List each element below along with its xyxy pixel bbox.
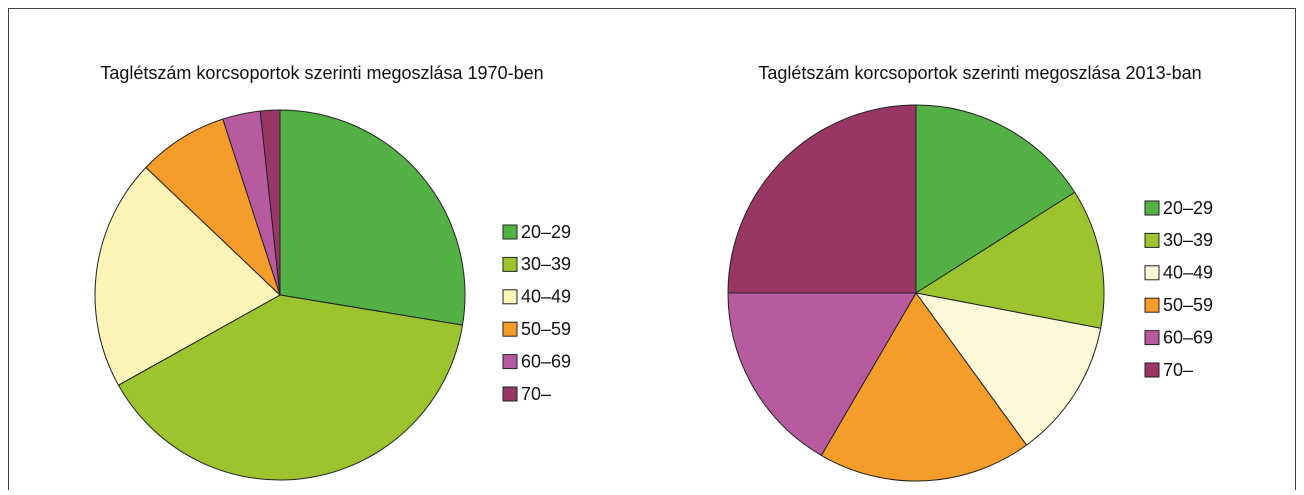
legend-label: 50–59 <box>1163 295 1213 315</box>
legend-swatch <box>1144 330 1160 346</box>
legend-swatch <box>502 224 518 240</box>
legend-label: 40–49 <box>1163 263 1213 283</box>
pie-slice <box>915 104 1076 294</box>
legend-label: 20–29 <box>521 222 571 242</box>
pie-slice <box>259 109 281 296</box>
legend-swatch <box>1144 200 1160 216</box>
pie-slice <box>727 104 917 294</box>
legend-swatch <box>502 321 518 337</box>
legend-swatch <box>502 289 518 305</box>
legend-swatch <box>1144 297 1160 313</box>
legend-swatch <box>1144 232 1160 248</box>
frame <box>8 8 1296 495</box>
pie-slice <box>279 109 466 326</box>
legend-label: 30–39 <box>1163 230 1213 250</box>
pie-slice <box>914 191 1105 329</box>
pie-slice <box>94 166 281 386</box>
legend-label: 70– <box>521 384 551 404</box>
chart-title: Taglétszám korcsoportok szerinti megoszl… <box>100 63 543 83</box>
legend-label: 40–49 <box>521 287 571 307</box>
legend-swatch <box>502 386 518 402</box>
pie-slice <box>117 294 464 481</box>
legend-swatch <box>502 354 518 370</box>
legend-label: 30–39 <box>521 254 571 274</box>
pie-slice <box>914 292 1102 446</box>
legend-label: 50–59 <box>521 319 571 339</box>
legend-label: 60–69 <box>521 351 571 371</box>
legend-label: 60–69 <box>1163 327 1213 347</box>
legend-label: 20–29 <box>1163 198 1213 218</box>
pie-slice <box>145 118 281 296</box>
pie-slice <box>727 292 917 457</box>
chart-title: Taglétszám korcsoportok szerinti megoszl… <box>758 63 1201 83</box>
legend-swatch <box>1144 362 1160 378</box>
pie-slice <box>820 292 1028 482</box>
legend-label: 70– <box>1163 360 1193 380</box>
legend-swatch <box>502 256 518 272</box>
legend-swatch <box>1144 265 1160 281</box>
